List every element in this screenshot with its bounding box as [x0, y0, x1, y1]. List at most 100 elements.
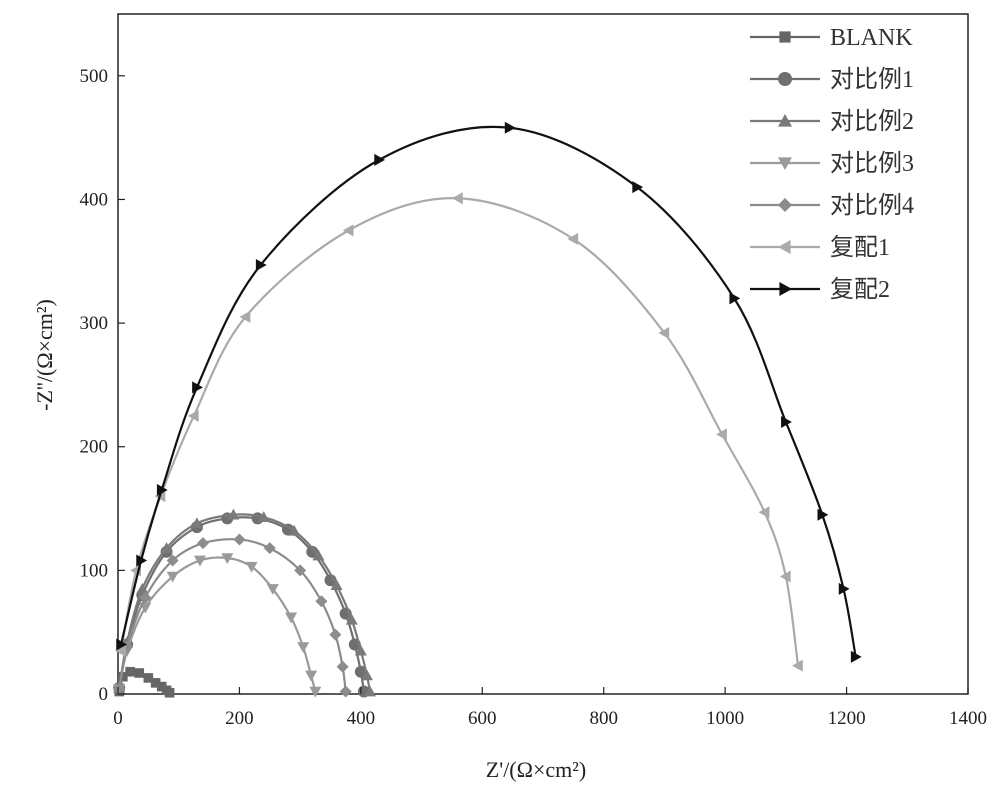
- data-point: [156, 484, 168, 496]
- data-point: [294, 564, 307, 577]
- data-point: [255, 258, 267, 271]
- data-point: [263, 542, 276, 555]
- y-axis-title: -Z''/(Ω×cm²): [32, 299, 57, 411]
- legend-marker: [778, 157, 792, 170]
- series-line: [119, 197, 800, 666]
- legend-marker: [778, 240, 791, 254]
- x-tick-label: 600: [468, 708, 497, 729]
- legend-marker: [779, 31, 791, 43]
- data-point: [166, 554, 179, 567]
- data-point: [716, 428, 727, 441]
- data-point: [197, 537, 209, 550]
- x-tick-label: 1000: [706, 708, 744, 729]
- data-point: [374, 153, 386, 166]
- legend-label: BLANK: [830, 25, 913, 51]
- legend-label: 对比例1: [830, 66, 914, 93]
- y-tick-label: 100: [80, 560, 109, 581]
- x-tick-label: 1200: [828, 708, 866, 729]
- data-point: [297, 642, 310, 654]
- legend-item: 复配1: [750, 234, 890, 261]
- data-point: [309, 686, 322, 698]
- data-point: [190, 517, 203, 529]
- data-point: [164, 687, 175, 698]
- x-axis-title: Z'/(Ω×cm²): [486, 757, 586, 782]
- plot-frame: [117, 13, 969, 695]
- data-point: [257, 511, 270, 522]
- data-point: [150, 678, 161, 688]
- data-point: [658, 326, 670, 339]
- legend-marker: [778, 72, 792, 86]
- data-point: [139, 591, 152, 604]
- data-point: [632, 181, 644, 194]
- data-point: [567, 233, 579, 246]
- data-point: [345, 613, 358, 625]
- data-point: [312, 549, 325, 561]
- data-point: [792, 659, 803, 672]
- data-point: [156, 681, 167, 692]
- legend-label: 复配1: [830, 234, 890, 261]
- data-point: [781, 416, 792, 428]
- data-point: [239, 310, 251, 323]
- data-point: [850, 650, 862, 663]
- series-line: [119, 125, 857, 658]
- data-point: [288, 524, 301, 536]
- data-point: [306, 545, 319, 558]
- legend-item: 对比例4: [750, 192, 914, 219]
- data-point: [113, 683, 126, 696]
- series-1: [114, 666, 175, 698]
- legend-item: BLANK: [750, 25, 913, 51]
- data-point: [166, 571, 179, 583]
- data-point: [452, 192, 463, 205]
- data-point: [779, 570, 791, 583]
- data-point: [221, 553, 234, 564]
- data-point: [354, 644, 367, 656]
- legend-item: 对比例3: [750, 150, 914, 177]
- data-point: [233, 533, 246, 546]
- data-point: [118, 671, 128, 682]
- data-point: [143, 673, 154, 683]
- legend-item: 对比例2: [750, 108, 914, 135]
- data-point: [227, 508, 240, 520]
- legend-marker: [778, 114, 792, 127]
- legend-label: 对比例4: [830, 192, 914, 219]
- legend-item: 复配2: [750, 276, 890, 303]
- series-line: [118, 516, 365, 692]
- data-point: [136, 582, 149, 594]
- x-tick-label: 0: [113, 708, 123, 729]
- series-3: [113, 508, 376, 697]
- data-point: [504, 121, 516, 134]
- y-tick-label: 0: [99, 684, 109, 705]
- legend: BLANK 对比例1 对比例2 对比例3 对比例4 复配1 复配2: [750, 25, 914, 303]
- y-tick-label: 400: [80, 189, 109, 210]
- y-tick-label: 500: [80, 66, 109, 87]
- data-point: [817, 508, 829, 521]
- data-point: [838, 582, 850, 595]
- data-point: [729, 292, 741, 305]
- data-point: [363, 685, 376, 697]
- x-tick-label: 400: [347, 708, 376, 729]
- legend-label: 对比例3: [830, 150, 914, 177]
- data-point: [315, 595, 328, 608]
- legend-marker: [778, 198, 792, 212]
- data-point: [116, 638, 128, 651]
- x-tick-label: 800: [589, 708, 618, 729]
- series-5: [113, 533, 352, 698]
- data-point: [360, 669, 373, 681]
- data-point: [342, 224, 354, 237]
- data-point: [354, 665, 367, 678]
- series-line: [118, 538, 347, 692]
- data-point: [187, 409, 199, 422]
- data-point: [115, 644, 126, 657]
- x-tick-label: 200: [225, 708, 254, 729]
- legend-label: 对比例2: [830, 108, 914, 135]
- series-6: [115, 192, 803, 672]
- data-point: [193, 555, 206, 567]
- data-point: [245, 561, 258, 573]
- legend-item: 对比例1: [750, 66, 914, 93]
- series-7: [116, 121, 862, 663]
- data-point: [336, 660, 349, 673]
- y-tick-label: 300: [80, 313, 109, 334]
- data-point: [192, 381, 203, 394]
